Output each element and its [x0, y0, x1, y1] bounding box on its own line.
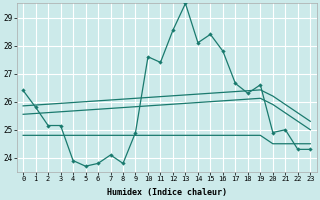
- X-axis label: Humidex (Indice chaleur): Humidex (Indice chaleur): [107, 188, 227, 197]
